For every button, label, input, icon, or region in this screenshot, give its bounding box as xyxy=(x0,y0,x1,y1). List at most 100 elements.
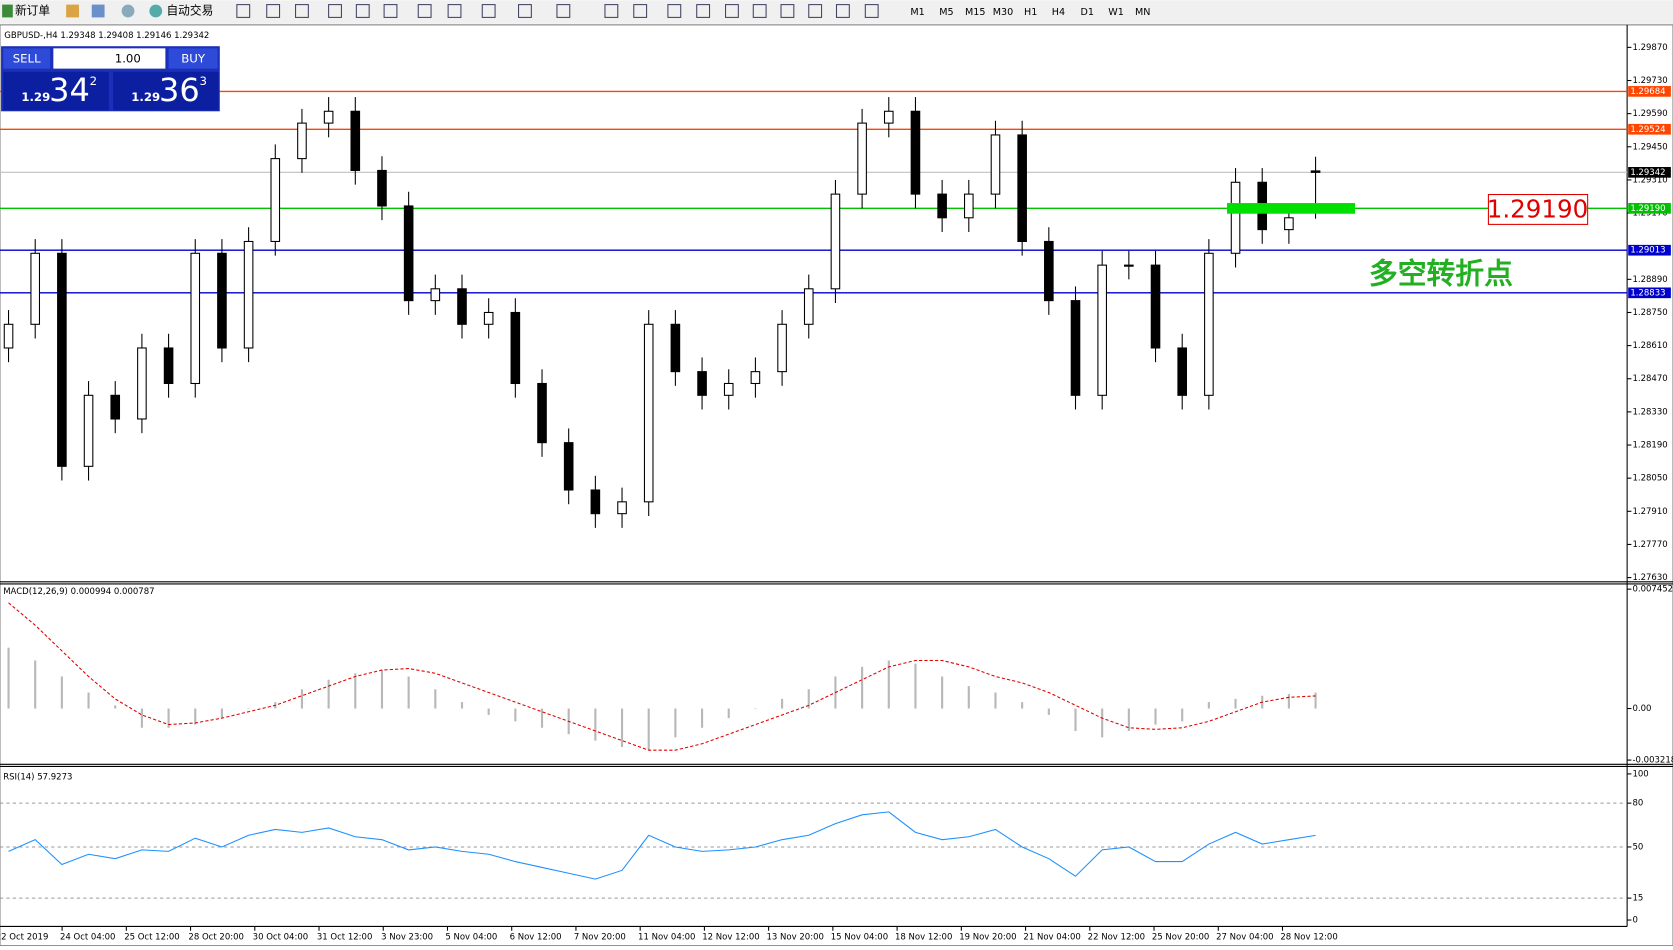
time-label: 18 Nov 12:00 xyxy=(895,933,952,943)
macd-bar xyxy=(807,689,810,709)
timeframe-button[interactable]: M30 xyxy=(993,7,1014,18)
level-annotation: 1.29190 xyxy=(1487,195,1588,224)
macd-title: MACD(12,26,9) 0.000994 0.000787 xyxy=(3,587,154,597)
candle-body xyxy=(510,311,521,385)
candle-body xyxy=(803,288,814,325)
sell-button[interactable] xyxy=(3,48,51,69)
sell-label[interactable]: SELL xyxy=(13,52,41,66)
timeframe-button[interactable]: H4 xyxy=(1052,7,1065,18)
toolbar-icon[interactable] xyxy=(835,4,850,18)
time-label: 19 Nov 20:00 xyxy=(959,933,1016,943)
toolbar-icon[interactable] xyxy=(355,4,370,18)
candle-body xyxy=(297,122,307,160)
candle-body xyxy=(697,371,707,396)
buy-label[interactable]: BUY xyxy=(181,52,206,66)
candle-body xyxy=(243,240,254,349)
toolbar-icon[interactable] xyxy=(383,4,398,18)
chart-window xyxy=(0,24,1673,947)
candle-body xyxy=(590,489,601,515)
macd-bar xyxy=(594,708,597,741)
toolbar-icon[interactable] xyxy=(864,4,879,18)
candle-body xyxy=(723,382,734,396)
candle-body xyxy=(617,501,627,515)
toolbar-icon[interactable] xyxy=(66,4,79,18)
y-tick-label: 0.007452 xyxy=(1632,585,1673,595)
toolbar-icon[interactable] xyxy=(696,4,711,18)
bid-box[interactable] xyxy=(3,71,109,111)
timeframe-button[interactable]: MN xyxy=(1135,7,1150,18)
toolbar-icon[interactable] xyxy=(808,4,823,18)
candle-body xyxy=(964,193,974,219)
toolbar-icon[interactable] xyxy=(604,4,619,18)
buy-button[interactable] xyxy=(168,48,218,69)
y-tick-label: 1.27770 xyxy=(1632,540,1667,550)
toolbar-icon[interactable] xyxy=(556,4,571,18)
timeframe-button[interactable]: D1 xyxy=(1080,7,1094,18)
level-label: 1.28833 xyxy=(1630,288,1665,298)
macd-bar xyxy=(727,708,730,719)
toolbar-icon[interactable] xyxy=(417,4,432,18)
timeframe-button[interactable]: M1 xyxy=(910,7,924,18)
ask-big: 1.29 xyxy=(131,90,160,104)
toolbar-icon[interactable] xyxy=(447,4,462,18)
auto-trading-icon[interactable] xyxy=(149,4,163,18)
lots-value[interactable]: 1.00 xyxy=(115,52,141,66)
y-tick-label: 1.29450 xyxy=(1632,142,1667,152)
level-label-box xyxy=(1628,287,1671,299)
new-order-icon[interactable] xyxy=(2,4,13,18)
macd-bar xyxy=(87,692,90,709)
macd-bar xyxy=(460,702,464,709)
time-label: 12 Nov 12:00 xyxy=(702,933,759,943)
time-label: 24 Oct 04:00 xyxy=(60,933,116,943)
toolbar-icon[interactable] xyxy=(725,4,739,18)
toolbar-icon[interactable] xyxy=(481,4,496,18)
candle-body xyxy=(457,288,467,325)
candle-body xyxy=(137,347,147,420)
timeframe-button[interactable]: M5 xyxy=(939,7,953,18)
toolbar-icon[interactable] xyxy=(91,4,105,18)
macd-bar xyxy=(247,708,250,710)
candle-body xyxy=(937,193,947,219)
current-price-box xyxy=(1628,167,1671,178)
toolbar-icon[interactable] xyxy=(633,4,648,18)
toolbar-icon[interactable] xyxy=(328,4,342,18)
timeframe-button[interactable]: H1 xyxy=(1024,7,1037,18)
macd-bar xyxy=(1154,708,1157,725)
toolbar-icon[interactable] xyxy=(236,4,251,18)
y-tick-label: 1.28750 xyxy=(1632,308,1667,318)
toolbar-icon[interactable] xyxy=(121,4,135,18)
candle-body xyxy=(563,442,574,491)
timeframe-button[interactable]: M15 xyxy=(965,7,985,18)
macd-bar xyxy=(380,670,384,709)
toolbar-icon[interactable] xyxy=(518,4,532,18)
time-label: 22 Oct 2019 xyxy=(0,933,48,943)
toolbar-icon[interactable] xyxy=(295,4,309,18)
macd-bar xyxy=(647,708,650,751)
y-tick-label: 1.28190 xyxy=(1632,441,1667,451)
auto-trading-button[interactable]: 自动交易 xyxy=(166,4,213,18)
macd-bar xyxy=(861,666,864,709)
macd-bar xyxy=(60,676,63,709)
new-order-button[interactable]: 新订单 xyxy=(15,4,50,18)
timeframe-button[interactable]: W1 xyxy=(1108,7,1124,18)
toolbar-icon[interactable] xyxy=(752,4,767,18)
candle-body xyxy=(670,323,681,373)
level-label-box xyxy=(1628,202,1671,214)
toolbar-icon[interactable] xyxy=(266,4,281,18)
lots-input[interactable] xyxy=(53,48,166,69)
toolbar-icon[interactable] xyxy=(780,4,795,18)
y-tick-label: 1.29730 xyxy=(1632,76,1667,86)
candle-body xyxy=(1284,217,1294,231)
macd-bar xyxy=(140,708,143,728)
ask-box[interactable] xyxy=(113,71,219,111)
macd-bar xyxy=(914,663,917,709)
level-label-box xyxy=(1628,123,1671,135)
macd-bar xyxy=(1287,694,1290,709)
time-label: 3 Nov 23:00 xyxy=(381,933,433,943)
candle-body xyxy=(857,122,867,195)
toolbar-icon[interactable] xyxy=(667,4,682,18)
y-tick-label: 0 xyxy=(1632,916,1637,926)
level-label: 1.29190 xyxy=(1630,204,1665,214)
